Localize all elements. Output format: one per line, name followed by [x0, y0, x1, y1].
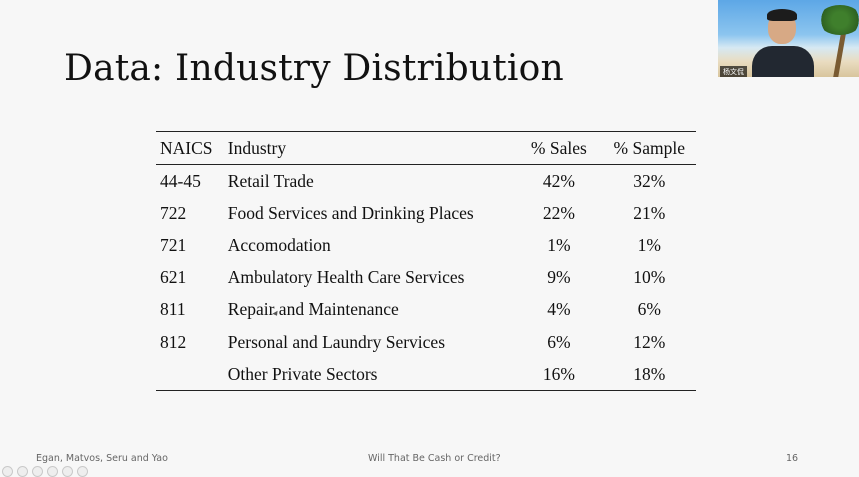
- cell-sample: 10%: [633, 267, 666, 288]
- industry-table: NAICS Industry % Sales % Sample 44-45 Re…: [156, 131, 696, 391]
- palm-tree-leaves: [818, 5, 859, 35]
- table-row: 812 Personal and Laundry Services 6% 12%: [156, 326, 696, 358]
- participant-body: [752, 46, 814, 77]
- cell-sales: 16%: [542, 363, 575, 384]
- cell-sales: 1%: [547, 234, 571, 255]
- pen-icon[interactable]: [32, 466, 43, 477]
- cell-naics: [156, 358, 228, 391]
- grid-view-icon[interactable]: [47, 466, 58, 477]
- cell-naics: 621: [160, 267, 187, 288]
- table-row: Other Private Sectors 16% 18%: [156, 358, 696, 391]
- cell-sample: 12%: [633, 331, 666, 352]
- cell-sales: 9%: [547, 267, 571, 288]
- footer-authors: Egan, Matvos, Seru and Yao: [36, 453, 168, 464]
- footer-paper-title: Will That Be Cash or Credit?: [368, 453, 501, 464]
- table-row: 811 Repair and Maintenance 4% 6%: [156, 294, 696, 326]
- cell-industry: Accomodation: [227, 234, 331, 255]
- zoom-icon[interactable]: [62, 466, 73, 477]
- cell-sample: 21%: [633, 202, 666, 223]
- cell-industry: Retail Trade: [227, 170, 314, 191]
- next-slide-icon[interactable]: [17, 466, 28, 477]
- header-sample: % Sample: [613, 137, 685, 158]
- more-options-icon[interactable]: [77, 466, 88, 477]
- slide-toolbar: [2, 466, 88, 477]
- cell-industry: Ambulatory Health Care Services: [227, 267, 465, 288]
- participant-hair: [767, 9, 797, 21]
- cell-industry: Repair and Maintenance: [227, 299, 399, 320]
- table-row: 721 Accomodation 1% 1%: [156, 229, 696, 261]
- table-row: 722 Food Services and Drinking Places 22…: [156, 197, 696, 229]
- cell-sales: 6%: [547, 331, 571, 352]
- cell-sample: 1%: [637, 234, 661, 255]
- header-industry: Industry: [227, 137, 287, 158]
- table-row: 44-45 Retail Trade 42% 32%: [156, 165, 696, 198]
- cell-naics: 812: [160, 331, 187, 352]
- cell-industry: Personal and Laundry Services: [227, 331, 446, 352]
- cell-sales: 42%: [542, 170, 575, 191]
- cell-sample: 18%: [633, 363, 666, 384]
- cell-naics: 721: [160, 234, 187, 255]
- cell-sample: 32%: [633, 170, 666, 191]
- cell-sales: 22%: [542, 202, 575, 223]
- cell-sales: 4%: [547, 299, 571, 320]
- cell-naics: 722: [160, 202, 187, 223]
- participant-name-label: 杨文侃: [720, 66, 747, 77]
- cell-industry: Other Private Sectors: [227, 363, 378, 384]
- header-sales: % Sales: [530, 137, 587, 158]
- header-naics: NAICS: [160, 137, 213, 158]
- participant-video-tile[interactable]: 杨文侃: [718, 0, 859, 77]
- footer-page-number: 16: [786, 453, 799, 464]
- cell-naics: 811: [160, 299, 186, 320]
- slide-title: Data: Industry Distribution: [64, 48, 564, 89]
- previous-slide-icon[interactable]: [2, 466, 13, 477]
- cell-sample: 6%: [637, 299, 661, 320]
- cell-industry: Food Services and Drinking Places: [227, 202, 474, 223]
- cell-naics: 44-45: [160, 170, 201, 191]
- table-row: 621 Ambulatory Health Care Services 9% 1…: [156, 262, 696, 294]
- table-header-row: NAICS Industry % Sales % Sample: [156, 131, 696, 165]
